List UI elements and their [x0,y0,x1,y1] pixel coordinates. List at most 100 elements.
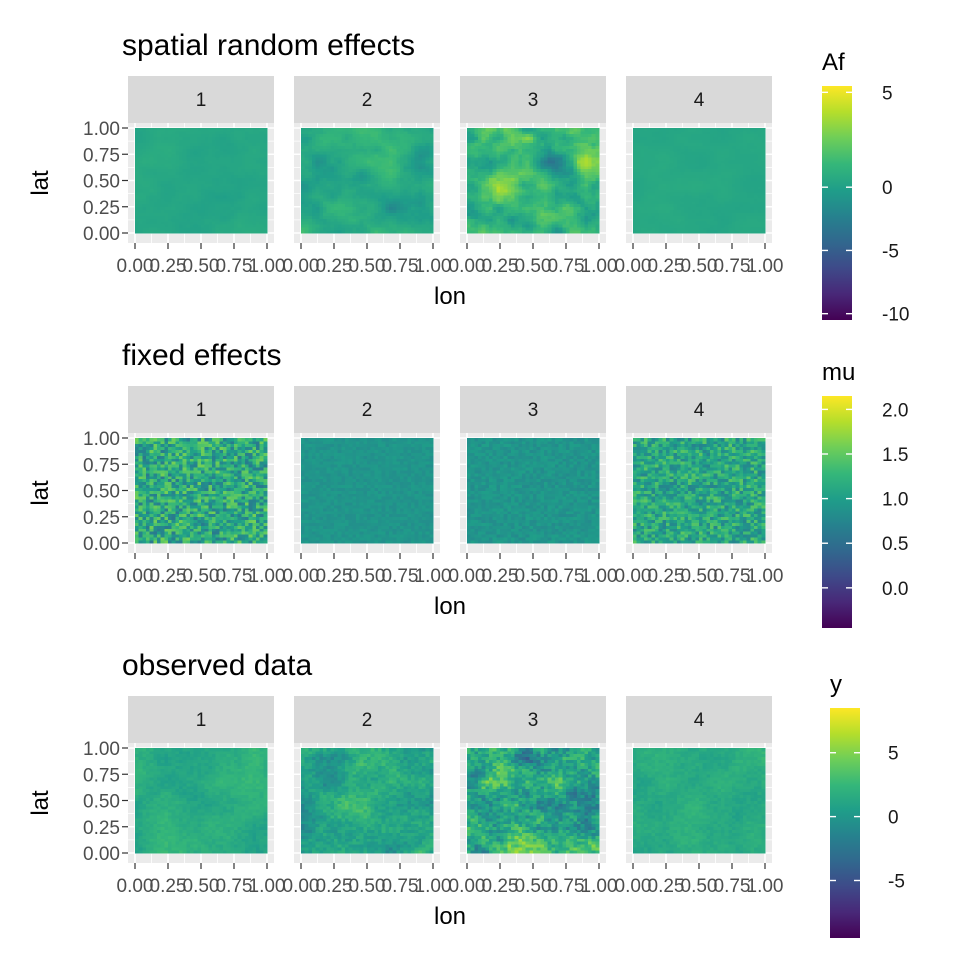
heatmap-cell [352,163,357,167]
heatmap-cell [403,209,408,213]
heatmap-cell [226,206,231,211]
heatmap-cell [710,195,715,199]
heatmap-cell [400,148,405,152]
heatmap-cell [647,212,652,216]
heatmap-cell [370,139,375,143]
heatmap-cell [256,130,261,135]
heatmap-cell [669,154,674,158]
heatmap-cell [301,157,306,161]
heatmap-cell [334,203,339,208]
heatmap-cell [684,148,689,152]
heatmap-cell [425,130,430,135]
heatmap-cell [190,168,195,173]
heatmap-cell [721,215,726,219]
heatmap-cell [153,192,158,196]
heatmap-cell [507,200,512,205]
heatmap-cell [157,215,162,219]
heatmap-cell [396,215,401,219]
heatmap-cell [525,203,530,208]
heatmap-cell [208,212,213,216]
heatmap-cell [363,212,368,216]
heatmap-cell [301,165,306,170]
heatmap-cell [359,142,364,146]
heatmap-cell [562,136,567,141]
heatmap-cell [588,148,593,152]
heatmap-cell [500,165,505,170]
heatmap-cell [370,189,375,193]
heatmap-cell [713,203,718,208]
heatmap-cell [153,160,158,164]
heatmap-cell [326,174,331,178]
heatmap-cell [385,160,390,164]
heatmap-cell [595,230,600,234]
heatmap-cell [522,148,527,152]
heatmap-cell [569,154,574,158]
heatmap-cell [182,130,187,135]
heatmap-cell [226,189,231,193]
heatmap-cell [547,192,552,196]
heatmap-cell [691,168,696,173]
heatmap-cell [595,218,600,222]
heatmap-cell [407,148,412,152]
heatmap-cell [544,221,549,225]
heatmap-cell [507,206,512,211]
heatmap-cell [673,227,678,231]
heatmap-cell [595,180,600,184]
heatmap-cell [562,186,567,190]
heatmap-cell [644,203,649,208]
heatmap-cell [647,218,652,222]
heatmap-cell [201,218,206,222]
heatmap-cell [636,177,641,181]
heatmap-cell [330,206,335,211]
heatmap-cell [555,160,560,164]
heatmap-cell [588,186,593,190]
heatmap-cell [414,215,419,219]
heatmap-cell [182,218,187,222]
heatmap-cell [175,189,180,193]
heatmap-cell [702,203,707,208]
heatmap-cell [673,189,678,193]
heatmap-cell [467,157,472,161]
heatmap-cell [485,192,490,196]
heatmap-cell [496,189,501,193]
heatmap-cell [588,215,593,219]
heatmap-cell [179,128,184,132]
heatmap-cell [237,165,242,170]
heatmap-cell [223,177,228,181]
heatmap-cell [212,206,217,211]
heatmap-cell [562,163,567,167]
heatmap-cell [164,183,169,187]
heatmap-cell [724,224,729,228]
heatmap-cell [230,148,235,152]
heatmap-cell [684,215,689,219]
heatmap-cell [212,189,217,193]
heatmap-cell [304,171,309,176]
heatmap-cell [422,209,427,213]
heatmap-cell [190,198,195,202]
heatmap-cell [153,128,158,132]
heatmap-cell [201,130,206,135]
heatmap-cell [363,145,368,149]
heatmap-cell [529,227,534,231]
heatmap-cell [555,195,560,199]
heatmap-cell [356,189,361,193]
heatmap-cell [385,136,390,141]
heatmap-cell [717,200,722,205]
heatmap-cell [636,224,641,228]
heatmap-cell [208,174,213,178]
heatmap-cell [149,200,154,205]
heatmap-cell [551,218,556,222]
heatmap-cell [662,230,667,234]
heatmap-cell [160,154,165,158]
heatmap-cell [138,180,143,184]
heatmap-cell [323,157,328,161]
heatmap-cell [234,183,239,187]
heatmap-cell [396,203,401,208]
heatmap-cell [304,145,309,149]
heatmap-cell [226,195,231,199]
heatmap-cell [492,198,497,202]
heatmap-cell [724,200,729,205]
heatmap-cell [640,157,645,161]
heatmap-cell [396,189,401,193]
heatmap-cell [226,160,231,164]
